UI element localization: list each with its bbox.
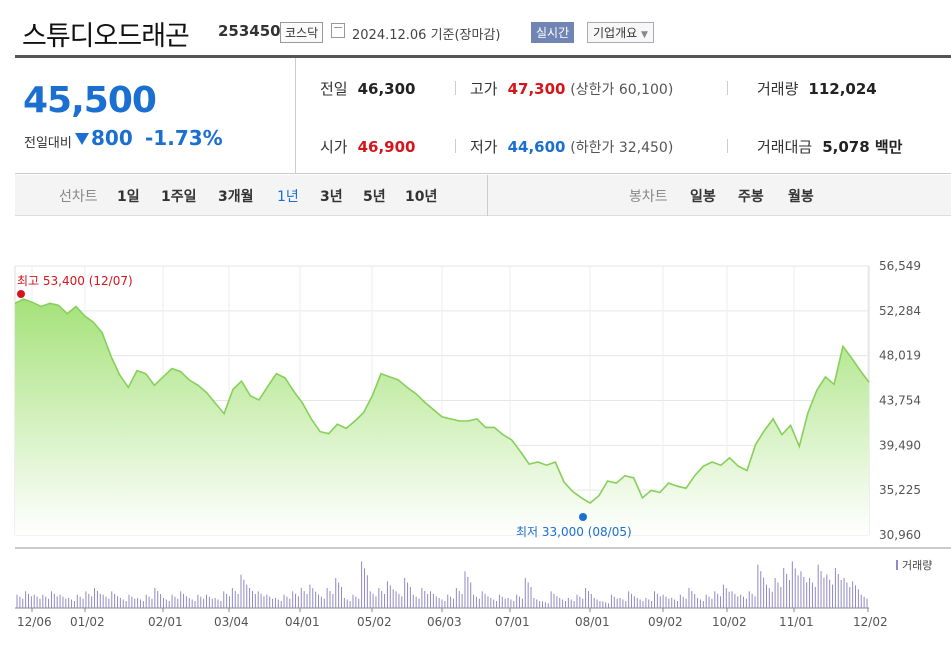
x-tick-label: 12/06 <box>17 615 52 629</box>
high-marker <box>17 290 25 298</box>
x-tick-label: 07/01 <box>495 615 530 629</box>
diff-label: 전일대비 <box>24 136 72 151</box>
base-date: 2024.12.06 기준(장마감) <box>352 28 501 43</box>
stat-value: 5,078 백만 <box>822 138 903 156</box>
current-price: 45,500 <box>23 80 157 121</box>
tab-weekly[interactable]: 주봉 <box>738 189 764 205</box>
company-overview-dropdown[interactable]: 기업개요 ▼ <box>587 22 654 43</box>
candle-chart-group-label: 봉차트 <box>629 189 668 205</box>
calendar-icon <box>331 23 345 38</box>
stock-code: 253450 <box>218 22 281 40</box>
divider <box>487 175 488 216</box>
chart-period-tabs: 선차트 1일 1주일 3개월 1년 3년 5년 10년 봉차트 일봉 주봉 월봉 <box>15 175 951 216</box>
y-tick-label: 30,960 <box>879 528 921 542</box>
low-marker <box>579 513 587 521</box>
stat-label: 고가 <box>470 80 498 98</box>
y-tick-label: 48,019 <box>879 349 921 363</box>
stat-low: 저가 44,600 (하한가 32,450) <box>470 136 673 157</box>
x-tick-label: 05/02 <box>357 615 392 629</box>
tab-1w[interactable]: 1주일 <box>161 189 197 205</box>
lower-limit: (하한가 32,450) <box>570 140 674 156</box>
divider <box>727 139 728 153</box>
volume-legend-swatch <box>896 560 898 570</box>
x-tick-label: 01/02 <box>70 615 105 629</box>
header-divider <box>15 55 951 58</box>
tab-3m[interactable]: 3개월 <box>218 189 254 205</box>
tab-daily[interactable]: 일봉 <box>690 189 716 205</box>
price-change-pct: -1.73% <box>145 126 223 150</box>
x-tick-label: 10/02 <box>712 615 747 629</box>
chevron-down-icon: ▼ <box>641 30 648 40</box>
stock-name: 스튜디오드래곤 <box>22 21 190 52</box>
low-label: 최저 33,000 (08/05) <box>516 525 632 539</box>
stat-volume: 거래량 112,024 <box>757 78 877 99</box>
stat-value: 46,300 <box>357 80 416 98</box>
tab-3y[interactable]: 3년 <box>320 189 343 205</box>
volume-legend: 거래량 <box>902 559 932 572</box>
stat-value: 44,600 <box>507 138 566 156</box>
y-tick-label: 56,549 <box>879 259 921 273</box>
tab-monthly[interactable]: 월봉 <box>788 189 814 205</box>
tab-5y[interactable]: 5년 <box>363 189 386 205</box>
price-diff: 800 <box>75 126 133 150</box>
divider <box>727 81 728 95</box>
stock-header: 스튜디오드래곤 253450 코스닥 2024.12.06 기준(장마감) 실시… <box>0 0 951 56</box>
stat-amount: 거래대금 5,078 백만 <box>757 136 902 157</box>
stat-high: 고가 47,300 (상한가 60,100) <box>470 78 673 99</box>
line-chart-group-label: 선차트 <box>59 189 98 205</box>
stat-value: 47,300 <box>507 80 566 98</box>
tab-10y[interactable]: 10년 <box>405 189 438 205</box>
stat-value: 46,900 <box>357 138 416 156</box>
upper-limit: (상한가 60,100) <box>570 82 674 98</box>
company-overview-label: 기업개요 <box>593 26 638 40</box>
x-tick-label: 04/01 <box>285 615 320 629</box>
x-tick-label: 08/01 <box>575 615 610 629</box>
y-tick-label: 35,225 <box>879 483 921 497</box>
stat-label: 저가 <box>470 138 498 156</box>
price-line <box>14 298 870 504</box>
down-triangle-icon <box>75 133 89 145</box>
stat-label: 시가 <box>320 138 348 156</box>
market-badge: 코스닥 <box>280 22 324 43</box>
divider <box>455 139 456 153</box>
x-tick-label: 11/01 <box>779 615 814 629</box>
stat-label: 전일 <box>320 80 348 98</box>
y-tick-label: 43,754 <box>879 394 921 408</box>
stat-open: 시가 46,900 <box>320 136 416 157</box>
tab-1y[interactable]: 1년 <box>277 189 299 205</box>
stat-label: 거래대금 <box>757 138 813 156</box>
realtime-button[interactable]: 실시간 <box>531 22 575 43</box>
stat-label: 거래량 <box>757 80 799 98</box>
y-tick-label: 39,490 <box>879 438 921 452</box>
y-tick-label: 52,284 <box>879 304 921 318</box>
x-tick-label: 09/02 <box>648 615 683 629</box>
x-tick-label: 02/01 <box>148 615 183 629</box>
high-label: 최고 53,400 (12/07) <box>17 274 133 288</box>
x-tick-label: 12/02 <box>853 615 888 629</box>
stat-value: 112,024 <box>808 80 877 98</box>
x-tick-label: 06/03 <box>427 615 462 629</box>
divider <box>455 81 456 95</box>
divider <box>295 58 296 174</box>
price-summary: 45,500 전일대비 800 -1.73% 전일 46,300 고가 47,300… <box>15 58 951 174</box>
stat-prev: 전일 46,300 <box>320 78 416 99</box>
price-diff-value: 800 <box>91 126 133 150</box>
tab-1d[interactable]: 1일 <box>117 189 140 205</box>
x-tick-label: 03/04 <box>214 615 249 629</box>
